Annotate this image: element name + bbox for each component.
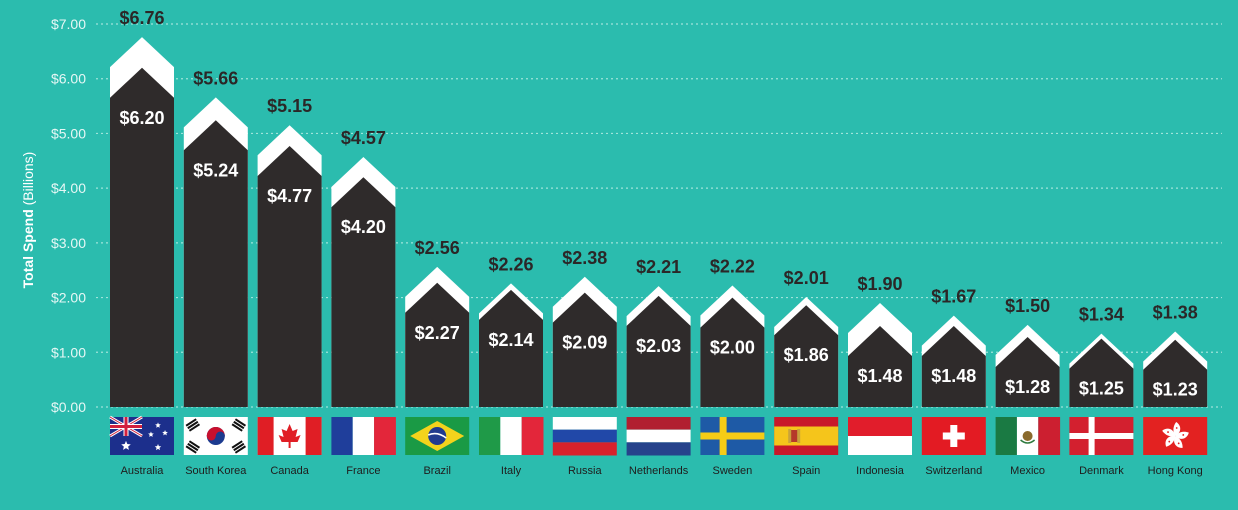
y-tick-label: $4.00: [51, 180, 86, 196]
y-tick-label: $0.00: [51, 399, 86, 415]
y-axis-title-unit: (Billions): [20, 152, 36, 206]
flag-brazil-icon: [405, 417, 470, 455]
inner-value-label-brazil: $2.27: [415, 323, 460, 343]
flag-hong-kong-icon: [1143, 417, 1208, 455]
inner-bar-italy: [479, 289, 543, 407]
category-label-italy: Italy: [501, 465, 522, 477]
outer-value-label-italy: $2.26: [488, 254, 533, 274]
inner-value-label-mexico: $1.28: [1005, 377, 1050, 397]
outer-value-label-russia: $2.38: [562, 248, 607, 268]
inner-value-label-denmark: $1.25: [1079, 379, 1124, 399]
outer-value-label-mexico: $1.50: [1005, 296, 1050, 316]
y-tick-label: $7.00: [51, 16, 86, 32]
flag-south-korea-icon: [183, 417, 248, 455]
y-axis: $0.00 $1.00 $2.00 $3.00 $4.00 $5.00 $6.00 $7.00…: [20, 16, 86, 415]
inner-value-label-sweden: $2.00: [710, 338, 755, 358]
category-label-canada: Canada: [270, 465, 309, 477]
flag-australia-icon: [109, 415, 174, 455]
inner-bar-denmark: [1069, 338, 1134, 407]
inner-bar-mexico: [995, 336, 1060, 407]
inner-bar-australia: [110, 67, 174, 408]
category-label-france: France: [346, 465, 380, 477]
y-tick-label: $3.00: [51, 235, 86, 251]
outer-value-label-australia: $6.76: [119, 8, 164, 28]
category-label-mexico: Mexico: [1010, 465, 1045, 477]
y-axis-title-bold: Total Spend: [20, 205, 36, 288]
category-label-brazil: Brazil: [423, 465, 451, 477]
flag-russia-icon: [552, 417, 617, 456]
y-axis-title: Total Spend (Billions): [20, 152, 36, 289]
inner-bar-hong-kong: [1143, 339, 1208, 407]
flag-italy-icon: [479, 417, 544, 455]
flag-netherlands-icon: [626, 417, 691, 456]
flags-layer: [109, 415, 1208, 456]
category-label-hong-kong: Hong Kong: [1148, 465, 1203, 477]
inner-bar-switzerland: [921, 326, 986, 407]
inner-value-label-australia: $6.20: [119, 108, 164, 128]
inner-value-label-russia: $2.09: [562, 333, 607, 353]
inner-bar-indonesia: [848, 326, 912, 407]
flag-spain-icon: [774, 417, 839, 455]
outer-value-label-brazil: $2.56: [415, 238, 460, 258]
inner-value-label-italy: $2.14: [488, 330, 533, 350]
inner-value-label-spain: $1.86: [784, 345, 829, 365]
bars-layer: [110, 37, 1208, 408]
outer-value-label-spain: $2.01: [784, 268, 829, 288]
inner-value-label-indonesia: $1.48: [857, 366, 902, 386]
inner-bar-spain: [774, 305, 839, 407]
y-tick-label: $2.00: [51, 290, 86, 306]
category-label-south-korea: South Korea: [185, 465, 247, 477]
category-label-spain: Spain: [792, 465, 820, 477]
inner-bar-france: [331, 177, 396, 407]
flag-canada-icon: [257, 417, 322, 455]
inner-bar-brazil: [405, 282, 470, 407]
outer-value-label-sweden: $2.22: [710, 257, 755, 277]
inner-bar-canada: [257, 146, 322, 407]
outer-value-label-france: $4.57: [341, 128, 386, 148]
flag-sweden-icon: [700, 417, 765, 455]
flag-france-icon: [331, 417, 396, 455]
category-label-netherlands: Netherlands: [629, 465, 689, 477]
y-tick-label: $1.00: [51, 344, 86, 360]
outer-value-label-hong-kong: $1.38: [1153, 302, 1198, 322]
category-label-russia: Russia: [568, 465, 603, 477]
outer-value-label-netherlands: $2.21: [636, 257, 681, 277]
flag-indonesia-icon: [848, 417, 912, 455]
category-label-indonesia: Indonesia: [856, 465, 905, 477]
category-label-switzerland: Switzerland: [925, 465, 982, 477]
inner-value-label-south-korea: $5.24: [193, 160, 238, 180]
inner-bar-netherlands: [626, 295, 691, 407]
inner-bar-russia: [552, 292, 617, 407]
flag-denmark-icon: [1069, 417, 1134, 455]
inner-value-label-france: $4.20: [341, 217, 386, 237]
inner-value-label-hong-kong: $1.23: [1153, 380, 1198, 400]
outer-value-label-switzerland: $1.67: [931, 287, 976, 307]
flag-mexico-icon: [995, 417, 1061, 455]
y-tick-label: $5.00: [51, 125, 86, 141]
inner-value-label-switzerland: $1.48: [931, 366, 976, 386]
category-label-sweden: Sweden: [713, 465, 753, 477]
outer-value-label-canada: $5.15: [267, 96, 312, 116]
category-label-australia: Australia: [121, 465, 165, 477]
inner-bar-sweden: [700, 297, 765, 407]
outer-value-label-south-korea: $5.66: [193, 68, 238, 88]
inner-bar-south-korea: [183, 120, 248, 407]
flag-switzerland-icon: [921, 417, 986, 455]
outer-value-label-indonesia: $1.90: [857, 274, 902, 294]
outer-value-label-denmark: $1.34: [1079, 305, 1124, 325]
category-label-denmark: Denmark: [1079, 465, 1124, 477]
y-tick-label: $6.00: [51, 71, 86, 87]
inner-value-label-netherlands: $2.03: [636, 336, 681, 356]
labels-layer: $6.76 $6.20 Australia $5.66 $5.24 South Korea…: [119, 8, 1202, 477]
inner-value-label-canada: $4.77: [267, 186, 312, 206]
